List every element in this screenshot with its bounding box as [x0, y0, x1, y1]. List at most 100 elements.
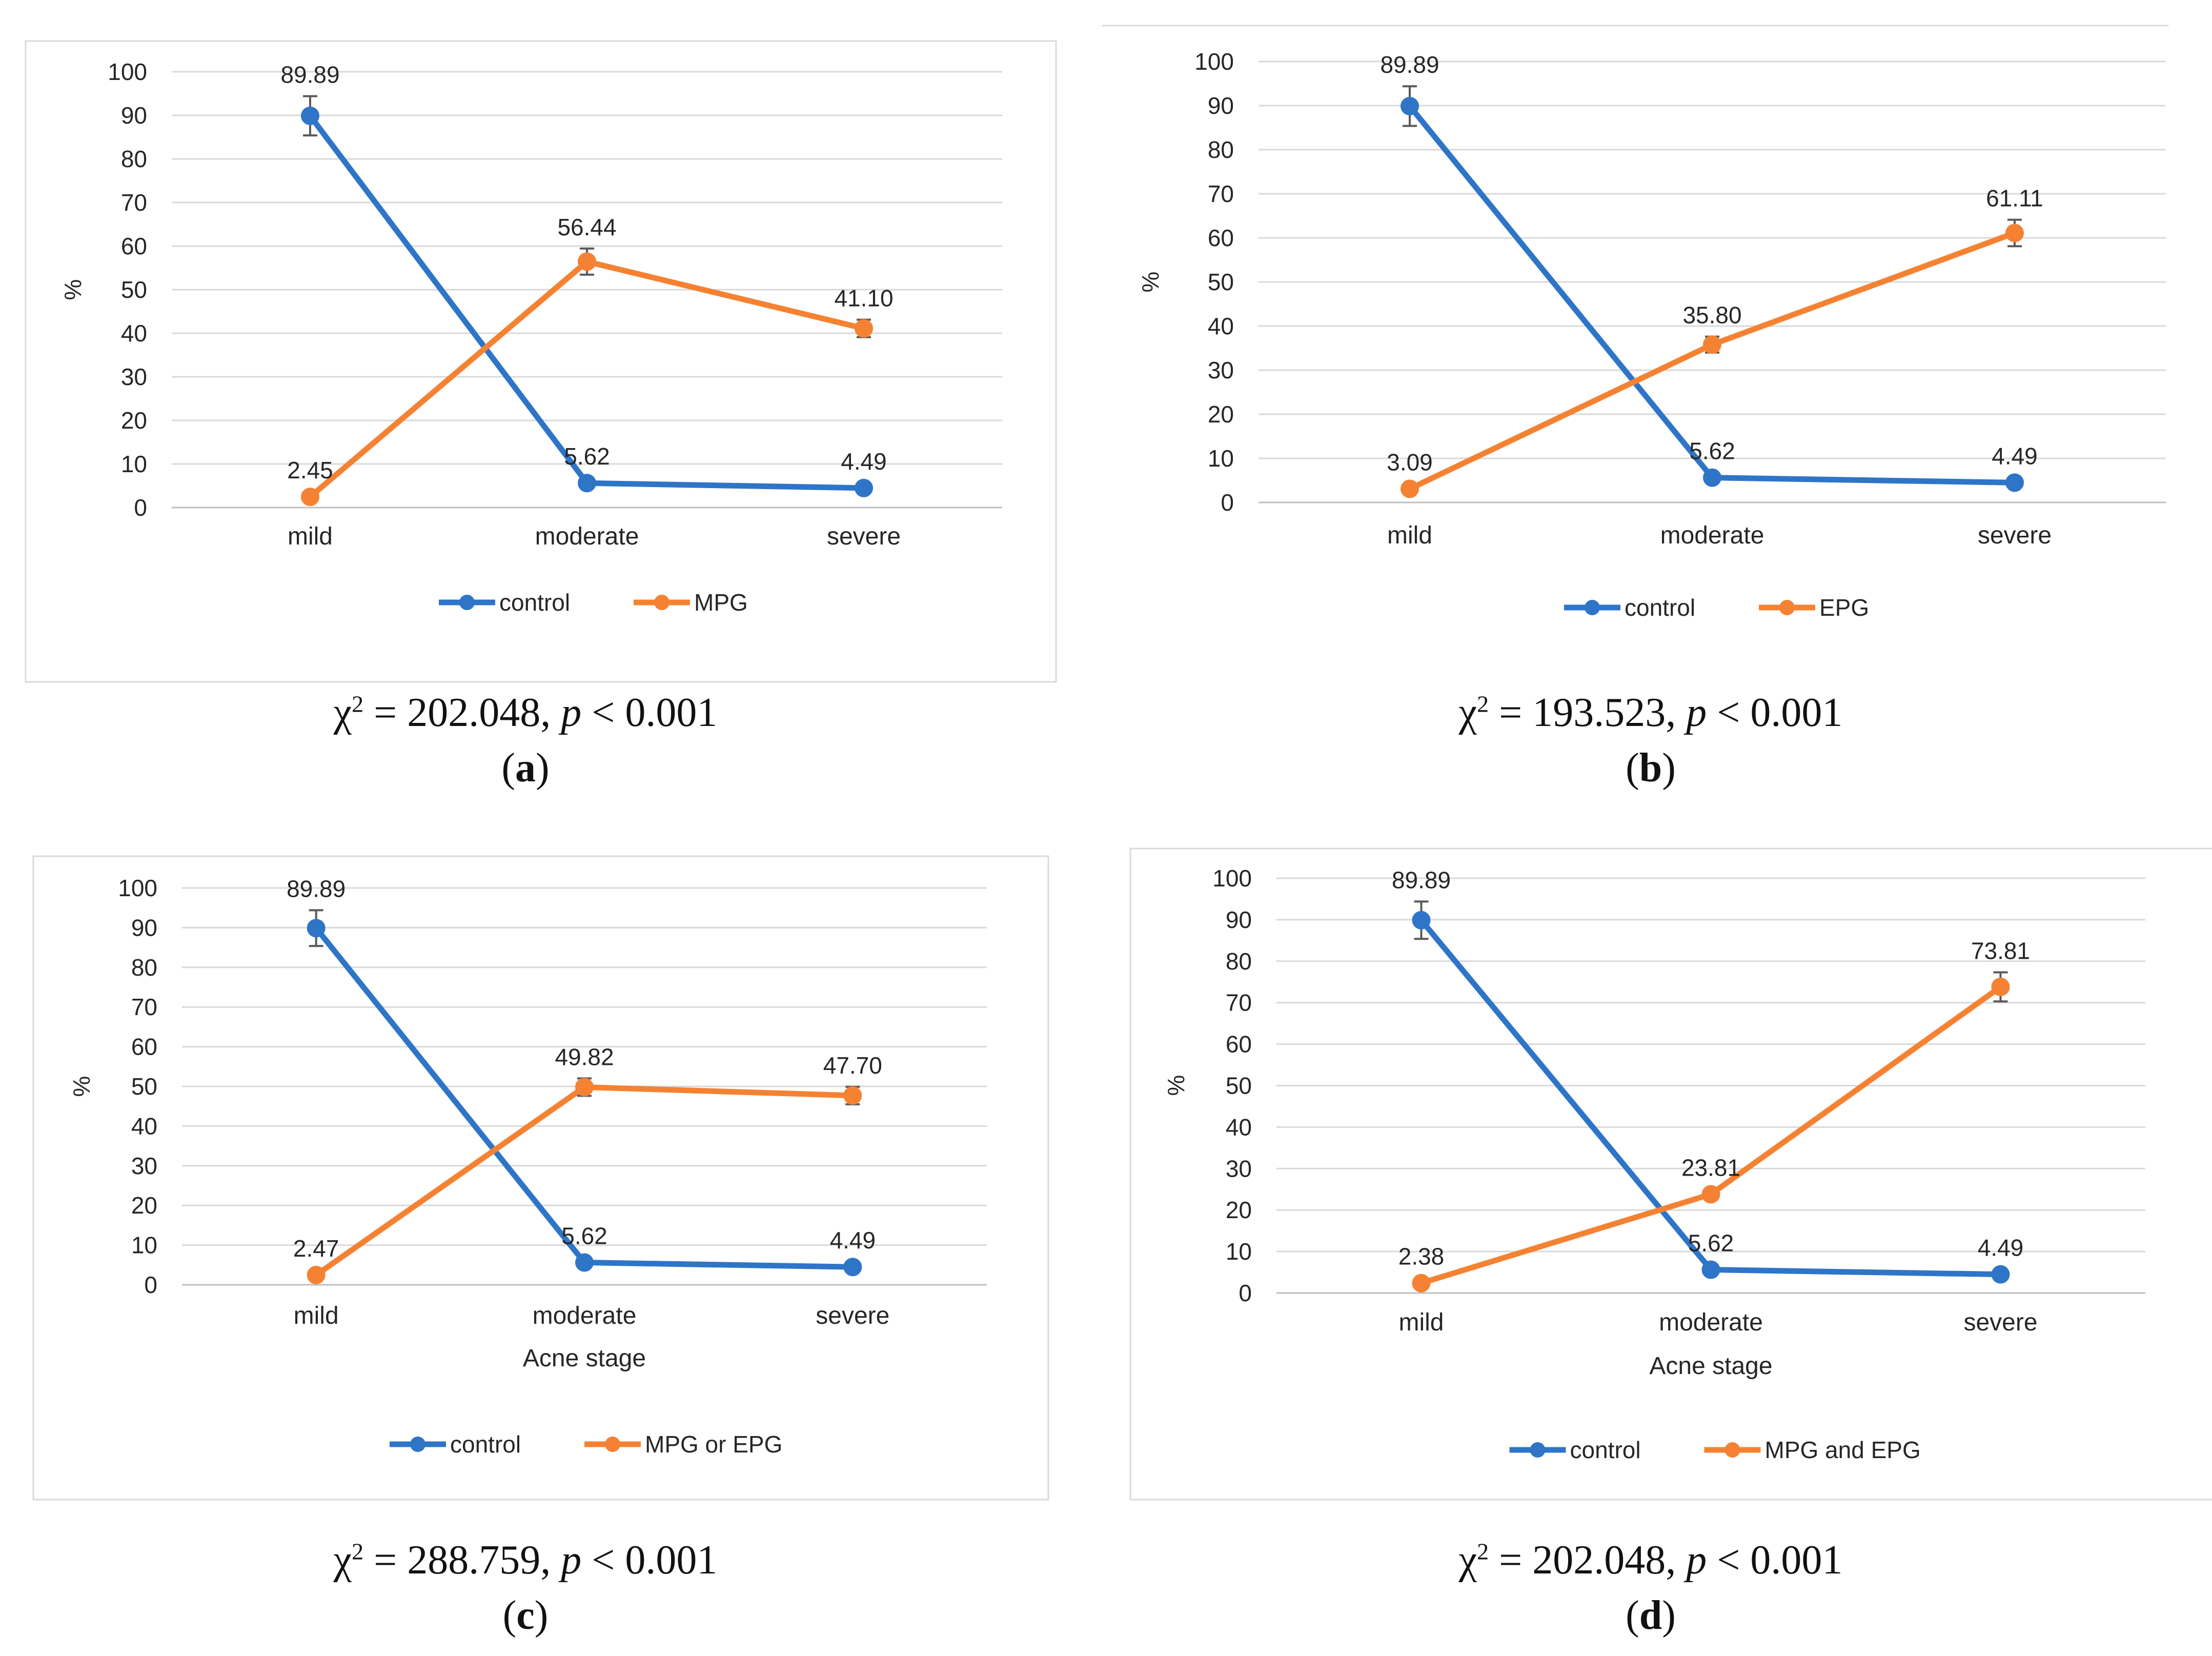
- caption-a-stat: χ2 = 202.048, p < 0.001: [333, 690, 718, 735]
- data-label: 4.49: [1992, 442, 2038, 469]
- y-axis-label: %: [1163, 1075, 1189, 1096]
- y-tick-label: 20: [1226, 1197, 1252, 1223]
- data-point: [1412, 1274, 1431, 1293]
- x-tick-label: moderate: [533, 1302, 637, 1329]
- data-label: 35.80: [1682, 302, 1741, 329]
- data-point: [1412, 911, 1431, 930]
- legend-label: control: [1570, 1437, 1641, 1463]
- chart-frame: [32, 855, 1049, 1501]
- panel-a: 0 10 20 30 40 50 60 70 80 90 100% mild moderate sever…: [0, 0, 1107, 683]
- y-tick-label: 100: [1212, 865, 1252, 892]
- x-tick-label: mild: [1387, 522, 1432, 549]
- legend-label: MPG or EPG: [645, 1431, 782, 1458]
- data-label: 2.45: [287, 457, 333, 483]
- y-tick-label: 90: [131, 914, 157, 941]
- chart-b: 0 10 20 30 40 50 60 70 80 90 100% mild moderate sever…: [1102, 25, 2168, 621]
- x-tick-label: severe: [1978, 522, 2052, 549]
- series-line-control: [308, 114, 864, 491]
- data-label: 47.70: [823, 1052, 882, 1079]
- legend-label: EPG: [1819, 594, 1869, 621]
- y-tick-label: 30: [1226, 1155, 1252, 1182]
- data-label: 89.89: [1380, 51, 1439, 78]
- data-label: 89.89: [280, 62, 339, 88]
- x-tick-label: moderate: [1659, 1309, 1763, 1336]
- data-label: 61.11: [1986, 185, 2043, 212]
- y-tick-label: 20: [1208, 401, 1234, 428]
- legend-item: EPG: [1759, 594, 1869, 621]
- x-axis-label: Acne stage: [1649, 1352, 1772, 1380]
- x-tick-label: mild: [294, 1302, 339, 1329]
- y-tick-label: 30: [131, 1153, 157, 1179]
- legend-marker: [410, 1437, 425, 1452]
- series-line-control: [1419, 918, 2001, 1278]
- data-point: [1701, 1260, 1720, 1279]
- legend-marker: [605, 1437, 620, 1452]
- y-tick-label: 60: [1226, 1031, 1252, 1058]
- chart-frame: [1129, 847, 2212, 1501]
- data-label: 3.09: [1387, 449, 1433, 475]
- x-tick-label: moderate: [535, 523, 639, 550]
- legend-marker: [1779, 600, 1795, 615]
- legend-label: control: [499, 589, 570, 616]
- data-point: [855, 478, 873, 497]
- legend: control MPG or EPG: [390, 1431, 782, 1458]
- y-tick-label: 40: [1208, 313, 1234, 339]
- y-tick-label: 90: [1226, 906, 1252, 933]
- legend-item: control: [1564, 594, 1695, 621]
- legend-item: MPG and EPG: [1704, 1437, 1921, 1463]
- data-label: 89.89: [287, 875, 346, 902]
- data-label: 4.49: [830, 1227, 876, 1254]
- chart-c: 0 10 20 30 40 50 60 70 80 90 100% mild moderate sever…: [32, 855, 1049, 1501]
- y-tick-label: 10: [131, 1232, 157, 1259]
- y-tick-label: 90: [121, 102, 147, 129]
- chart-a: 0 10 20 30 40 50 60 70 80 90 100% mild moderate sever…: [25, 40, 1057, 683]
- legend-item: control: [390, 1431, 521, 1458]
- y-axis-label: %: [59, 279, 86, 300]
- legend: control MPG and EPG: [1509, 1437, 1921, 1463]
- y-tick-label: 20: [121, 407, 147, 434]
- data-point: [307, 1265, 326, 1284]
- y-axis-label: %: [68, 1076, 95, 1097]
- legend-marker: [1530, 1442, 1546, 1458]
- legend-label: MPG and EPG: [1765, 1437, 1921, 1463]
- panel-c: 0 10 20 30 40 50 60 70 80 90 100% mild moderate sever…: [0, 841, 1107, 1507]
- data-point: [1701, 1185, 1720, 1204]
- data-label: 89.89: [1392, 866, 1451, 893]
- data-label: 73.81: [1971, 938, 2030, 964]
- y-tick-label: 70: [1208, 180, 1234, 207]
- data-label: 5.62: [564, 443, 610, 470]
- data-point: [1401, 96, 1419, 115]
- data-point: [1703, 468, 1721, 487]
- legend-item: MPG or EPG: [584, 1431, 782, 1458]
- data-label: 2.47: [293, 1235, 339, 1262]
- y-tick-label: 10: [121, 451, 147, 477]
- x-tick-label: severe: [1963, 1309, 2037, 1336]
- caption-d-stat: χ2 = 202.048, p < 0.001: [1458, 1538, 1843, 1583]
- data-label: 5.62: [561, 1223, 607, 1249]
- legend-item: MPG: [634, 589, 748, 616]
- y-tick-label: 80: [131, 954, 157, 981]
- data-point: [2005, 224, 2024, 243]
- y-axis-label: %: [1137, 272, 1164, 293]
- x-tick-label: mild: [288, 523, 333, 550]
- legend-marker: [1585, 600, 1600, 615]
- y-tick-label: 50: [121, 276, 147, 303]
- chart-frame: [25, 40, 1057, 683]
- panel-b: 0 10 20 30 40 50 60 70 80 90 100% mild moderate sever…: [1102, 0, 2212, 667]
- y-tick-label: 80: [1208, 136, 1234, 163]
- data-point: [575, 1253, 594, 1272]
- y-tick-label: 90: [1208, 92, 1234, 119]
- y-tick-label: 100: [108, 58, 147, 85]
- x-tick-label: moderate: [1660, 522, 1764, 549]
- caption-d: χ2 = 202.048, p < 0.001 (d): [1343, 1537, 1958, 1650]
- y-tick-label: 10: [1226, 1238, 1252, 1265]
- data-point: [855, 319, 873, 338]
- data-label: 23.81: [1681, 1155, 1740, 1181]
- caption-b: χ2 = 193.523, p < 0.001 (b): [1343, 690, 1958, 802]
- legend: control MPG: [439, 589, 748, 616]
- data-point: [843, 1258, 862, 1277]
- data-label: 49.82: [555, 1043, 614, 1070]
- legend-marker: [459, 595, 475, 610]
- y-tick-label: 10: [1208, 445, 1234, 472]
- data-point: [578, 474, 596, 493]
